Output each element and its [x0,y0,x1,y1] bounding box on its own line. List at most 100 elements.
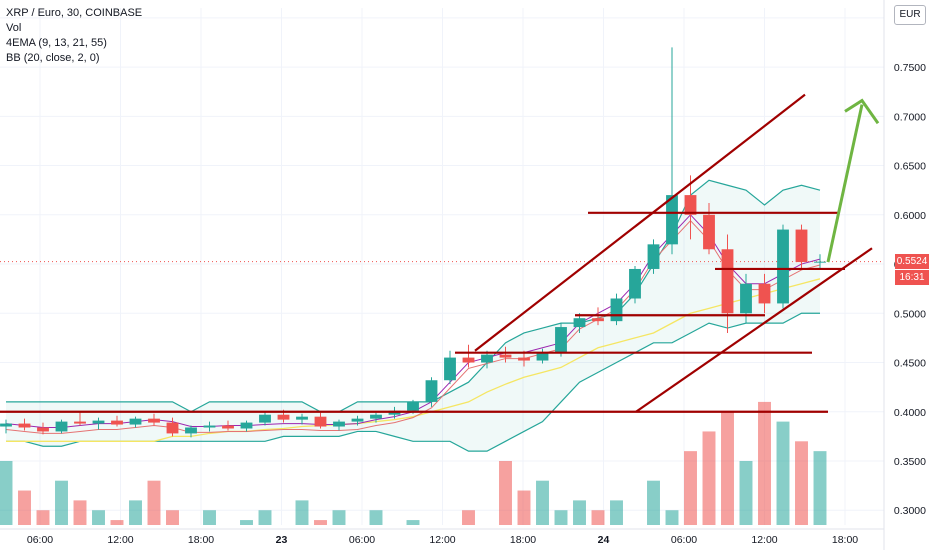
volume-bar [462,510,475,525]
volume-bar [258,510,272,525]
projection-arrow-shaft [826,104,864,263]
chart-legend: XRP / Euro, 30, COINBASE Vol 4EMA (9, 13… [6,6,142,66]
time-tick-label: 06:00 [349,534,375,546]
volume-bars [0,401,827,525]
channel-lower-line [635,247,873,413]
candle-body [740,283,752,314]
indicator-ema[interactable]: 4EMA (9, 13, 21, 55) [6,37,107,49]
candle-body [629,268,641,299]
volume-bar [554,510,568,525]
candle-body [795,229,808,263]
candle-body [684,195,697,215]
price-tick-label: 0.7000 [894,111,926,123]
candle-body [370,414,382,419]
volume-bar [240,520,253,525]
volume-bar [92,510,105,525]
indicator-bb[interactable]: BB (20, close, 2, 0) [6,52,100,64]
volume-bar [332,510,346,525]
candle-body [444,357,456,381]
volume-bar [110,520,124,525]
time-tick-label: 18:00 [510,534,536,546]
time-tick-label: 06:00 [27,534,53,546]
volume-bar [610,500,623,525]
ema55-line [6,278,821,442]
time-tick-label: 12:00 [429,534,455,546]
volume-bar [55,480,68,525]
candle-body [37,427,49,432]
chart-grid [0,8,884,525]
candle-body [814,261,826,263]
candle-body [222,425,234,429]
price-tick-label: 0.7500 [894,62,926,74]
candle-body [240,422,253,429]
candle-body [74,421,86,424]
candle-body [555,327,567,353]
time-tick-label: 06:00 [671,534,697,546]
price-tick-label: 0.5000 [894,308,926,320]
candle-body [499,354,512,358]
price-tick-label: 0.6000 [894,210,926,222]
candle-body [573,318,586,328]
volume-bar [369,510,383,525]
volume-bar [314,520,327,525]
volume-bar [758,401,771,525]
price-tick-label: 0.3000 [894,505,926,517]
symbol-title[interactable]: XRP / Euro, 30, COINBASE [6,7,143,19]
projection-arrow-head [844,98,880,125]
indicator-volume[interactable]: Vol [6,22,22,34]
volume-bar [0,460,13,525]
price-tick-label: 0.4500 [894,358,926,370]
volume-bar [203,510,216,525]
volume-bar [813,451,827,525]
bar-countdown-tag: 16:31 [895,269,929,285]
volume-bar [665,510,679,525]
candle-body [296,416,308,420]
candle-body [203,425,216,428]
candle-body [0,423,12,427]
volume-bar [73,500,87,525]
volume-bar [573,500,586,525]
candle-body [610,298,623,322]
price-tick-label: 0.6500 [894,161,926,173]
candle-body [333,421,345,427]
candle-body [592,318,604,322]
volume-bar [684,451,697,525]
volume-bar [517,490,531,525]
candle-body [481,354,493,363]
volume-bar [147,480,161,525]
candle-body [777,229,789,304]
drawing-tools[interactable] [0,93,880,413]
volume-bar [499,460,512,525]
candle-body [111,420,123,425]
volume-bar [795,441,808,525]
time-tick-label: 18:00 [832,534,858,546]
candle-body [407,401,419,411]
candle-body [703,214,715,250]
volume-bar [406,520,420,525]
time-tick-label: 12:00 [751,534,777,546]
volume-bar [166,510,179,525]
candle-body [185,427,197,434]
candles [0,47,826,438]
time-tick-label: 24 [598,534,610,546]
time-tick-label: 23 [276,534,288,546]
candle-body [462,357,475,363]
candle-body [166,422,179,434]
time-axis[interactable]: 06:00 12:00 18:00 23 06:00 12:00 18:00 24 06:00 1… [0,528,884,546]
time-tick-label: 12:00 [107,534,133,546]
volume-bar [739,460,753,525]
channel-upper-line [474,93,806,352]
candle-body [259,414,271,423]
candle-body [536,352,549,361]
volume-bar [129,500,142,525]
candle-body [314,416,327,427]
candle-body [721,249,734,314]
volume-bar [536,480,549,525]
volume-bar [18,490,31,525]
price-tick-label: 0.3500 [894,456,926,468]
price-tick-label: 0.4000 [894,407,926,419]
currency-button[interactable]: EUR [894,5,926,25]
volume-bar [647,480,660,525]
volume-bar [776,421,790,525]
